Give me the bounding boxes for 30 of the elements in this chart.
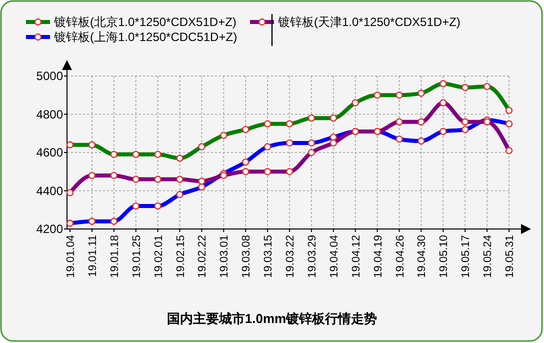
x-tick-label: 19.05.24 [482, 235, 494, 278]
x-tick-label: 19.01.04 [65, 235, 77, 278]
x-tick-label: 19.04.19 [372, 235, 384, 278]
x-tick-label: 19.03.08 [240, 235, 253, 278]
x-tick-label: 19.05.31 [504, 235, 516, 278]
legend-label: 镀锌板(上海1.0*1250*CDC51D+Z) [53, 30, 238, 44]
legend-label: 镀锌板(北京1.0*1250*CDX51D+Z) [53, 15, 236, 30]
y-tick-label: 5000 [36, 69, 64, 84]
x-tick-label: 19.02.01 [152, 235, 165, 278]
x-tick-label: 19.04.26 [394, 235, 406, 278]
y-tick-label: 4400 [36, 184, 64, 198]
x-tick-label: 19.03.22 [284, 235, 296, 278]
x-tick-label: 19.02.15 [174, 235, 187, 278]
x-tick-label: 19.04.12 [350, 235, 362, 278]
x-tick-label: 19.04.30 [416, 235, 428, 278]
x-tick-label: 19.01.11 [86, 235, 99, 278]
x-tick-label: 19.03.01 [218, 235, 231, 278]
x-tick-label: 19.02.22 [196, 235, 209, 278]
x-tick-label: 19.01.18 [108, 235, 121, 278]
x-tick-label: 19.01.25 [130, 235, 143, 278]
x-tick-label: 19.05.17 [460, 235, 472, 278]
y-tick-label: 4600 [36, 146, 64, 160]
legend-label: 镀锌板(天津1.0*1250*CDX51D+Z) [277, 15, 460, 30]
x-tick-label: 19.03.29 [306, 235, 318, 278]
y-tick-label: 4200 [36, 222, 64, 236]
text: 国内主要城市1.0mm镀锌板行情走势 [166, 311, 378, 326]
x-tick-label: 19.04.04 [328, 235, 340, 278]
x-tick-label: 19.05.10 [438, 235, 450, 278]
x-tick-label: 19.03.15 [262, 235, 275, 278]
y-tick-label: 4800 [36, 107, 64, 122]
